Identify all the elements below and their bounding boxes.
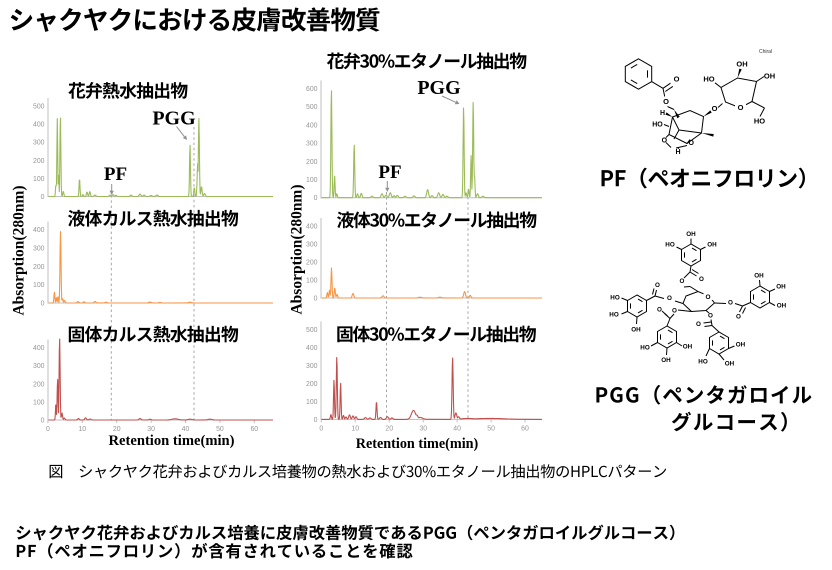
svg-text:200: 200 (306, 260, 318, 267)
svg-text:500: 500 (306, 104, 318, 111)
svg-text:PGG: PGG (417, 77, 461, 99)
svg-text:40: 40 (453, 425, 461, 432)
svg-text:Chiral: Chiral (759, 49, 772, 55)
svg-text:100: 100 (306, 278, 318, 285)
svg-text:400: 400 (306, 224, 318, 231)
svg-text:0: 0 (319, 425, 323, 432)
svg-text:200: 200 (33, 158, 45, 165)
svg-text:H: H (675, 149, 680, 156)
svg-text:200: 200 (33, 381, 45, 388)
svg-text:0: 0 (46, 426, 50, 433)
svg-text:HO: HO (703, 75, 714, 84)
svg-text:400: 400 (33, 227, 45, 234)
svg-text:10: 10 (78, 426, 86, 433)
svg-text:OH: OH (764, 72, 775, 81)
svg-text:50: 50 (487, 425, 495, 432)
svg-text:O: O (696, 321, 701, 328)
svg-text:400: 400 (306, 345, 318, 352)
svg-text:100: 100 (33, 282, 45, 289)
svg-text:200: 200 (33, 264, 45, 271)
svg-text:H: H (660, 110, 665, 117)
svg-text:OH: OH (683, 344, 693, 351)
svg-text:100: 100 (33, 176, 45, 183)
svg-text:O: O (655, 282, 660, 289)
svg-text:HO: HO (640, 345, 650, 352)
svg-text:OH: OH (777, 303, 787, 310)
svg-text:O: O (663, 97, 669, 106)
svg-text:30: 30 (147, 426, 155, 433)
svg-text:OH: OH (707, 242, 717, 249)
svg-text:100: 100 (306, 399, 318, 406)
svg-text:OH: OH (736, 342, 746, 349)
svg-text:O: O (699, 276, 704, 283)
svg-text:Absorption(280nm): Absorption(280nm) (289, 184, 306, 314)
svg-text:400: 400 (33, 345, 45, 352)
svg-text:OH: OH (736, 60, 747, 69)
svg-text:0: 0 (314, 417, 318, 424)
svg-text:20: 20 (385, 425, 393, 432)
svg-text:HO: HO (698, 359, 708, 366)
svg-text:10: 10 (351, 425, 359, 432)
svg-text:O: O (708, 313, 713, 320)
svg-text:20: 20 (113, 426, 121, 433)
svg-text:PF: PF (378, 162, 401, 183)
svg-text:300: 300 (306, 141, 318, 148)
svg-text:300: 300 (306, 363, 318, 370)
svg-text:Absorption(280nm): Absorption(280nm) (10, 185, 27, 315)
svg-text:OH: OH (631, 327, 641, 334)
svg-text:HO: HO (610, 295, 620, 302)
svg-text:HO: HO (754, 117, 765, 126)
svg-text:O: O (705, 294, 710, 301)
svg-text:50: 50 (216, 426, 224, 433)
svg-text:HO: HO (652, 122, 663, 129)
svg-text:O: O (712, 104, 718, 113)
svg-text:HO: HO (609, 312, 619, 319)
svg-text:OH: OH (686, 231, 696, 238)
svg-text:OH: OH (754, 273, 764, 280)
svg-text:PF: PF (104, 164, 127, 185)
svg-text:O: O (728, 300, 733, 307)
svg-text:O: O (736, 314, 741, 321)
svg-text:0: 0 (314, 296, 318, 303)
svg-text:OH: OH (725, 361, 735, 368)
svg-text:O: O (672, 308, 677, 315)
svg-text:500: 500 (306, 327, 318, 334)
svg-text:O: O (680, 278, 685, 285)
svg-text:300: 300 (306, 242, 318, 249)
svg-text:O: O (662, 138, 668, 145)
svg-text:500: 500 (33, 104, 45, 111)
svg-text:400: 400 (33, 122, 45, 129)
svg-text:30: 30 (419, 425, 427, 432)
svg-text:PGG: PGG (152, 108, 196, 130)
svg-text:0: 0 (41, 194, 45, 201)
svg-text:Retention time(min): Retention time(min) (108, 433, 234, 449)
svg-text:600: 600 (306, 86, 318, 93)
svg-text:0: 0 (41, 418, 45, 425)
svg-text:400: 400 (306, 122, 318, 129)
svg-text:O: O (674, 75, 680, 84)
svg-text:O: O (688, 140, 694, 147)
svg-text:OH: OH (661, 357, 671, 364)
svg-text:200: 200 (306, 159, 318, 166)
svg-text:40: 40 (182, 426, 190, 433)
svg-text:O: O (738, 103, 744, 112)
svg-text:O: O (657, 307, 662, 314)
svg-text:100: 100 (33, 399, 45, 406)
svg-text:100: 100 (306, 177, 318, 184)
svg-text:0: 0 (314, 195, 318, 202)
svg-text:60: 60 (521, 425, 529, 432)
svg-text:HO: HO (665, 242, 675, 249)
svg-text:300: 300 (33, 140, 45, 147)
svg-text:0: 0 (41, 301, 45, 308)
svg-text:Retention time(min): Retention time(min) (356, 436, 479, 452)
svg-text:300: 300 (33, 363, 45, 370)
svg-text:O: O (667, 295, 672, 302)
svg-text:60: 60 (250, 426, 258, 433)
svg-text:300: 300 (33, 245, 45, 252)
svg-text:200: 200 (306, 381, 318, 388)
svg-text:OH: OH (776, 284, 786, 291)
